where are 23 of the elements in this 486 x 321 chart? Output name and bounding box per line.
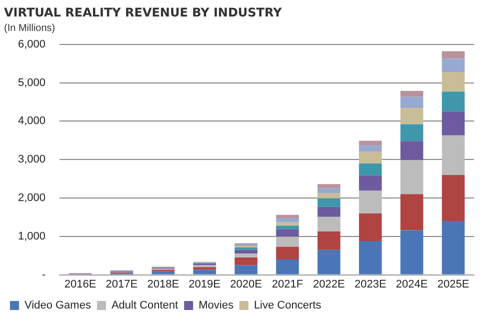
- y-tick-label: 6,000: [18, 38, 46, 50]
- x-tick-label: 2017E: [106, 278, 138, 290]
- chart-title: VIRTUAL REALITY REVENUE BY INDUSTRY: [4, 5, 282, 20]
- legend-label: Live Concerts: [254, 300, 322, 312]
- x-tick-label: 2016E: [64, 278, 96, 290]
- x-tick-label: 2024E: [396, 278, 428, 290]
- y-tick-label: 4,000: [18, 115, 46, 128]
- x-tick-label: 2025E: [437, 278, 470, 290]
- y-tick-label: -: [42, 268, 46, 281]
- chart-subtitle: (In Millions): [4, 23, 56, 34]
- x-tick-label: 2019E: [188, 278, 220, 290]
- x-tick-label: 2021F: [272, 278, 304, 290]
- x-tick-label: 2023E: [354, 278, 386, 290]
- legend-label: Video Games: [24, 300, 92, 312]
- x-tick-label: 2020E: [230, 278, 262, 290]
- legend-label: Movies: [198, 300, 234, 312]
- y-tick-label: 1,000: [18, 230, 46, 242]
- legend-label: Adult Content: [111, 300, 178, 312]
- y-tick-label: 2,000: [18, 192, 46, 204]
- y-tick-label: 3,000: [18, 154, 46, 166]
- y-tick-label: 5,000: [18, 76, 46, 89]
- x-tick-label: 2018E: [147, 278, 180, 290]
- x-tick-label: 2022E: [313, 278, 345, 290]
